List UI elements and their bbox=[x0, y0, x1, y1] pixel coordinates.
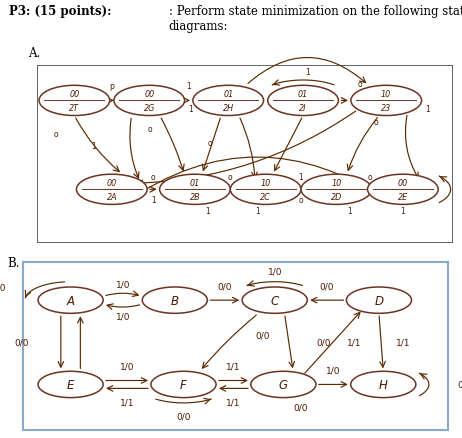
Circle shape bbox=[242, 287, 307, 314]
Text: 0/0: 0/0 bbox=[0, 283, 6, 292]
Text: 1/1: 1/1 bbox=[226, 398, 241, 407]
Text: 1/0: 1/0 bbox=[116, 280, 130, 289]
Text: 1/0: 1/0 bbox=[326, 366, 340, 375]
Text: 2E: 2E bbox=[398, 193, 408, 201]
Circle shape bbox=[346, 287, 412, 314]
Text: 1: 1 bbox=[186, 82, 191, 91]
Text: 23: 23 bbox=[381, 104, 391, 113]
Text: H: H bbox=[379, 378, 388, 391]
Text: E: E bbox=[67, 378, 74, 391]
Text: A.: A. bbox=[28, 47, 40, 60]
Circle shape bbox=[114, 86, 185, 116]
Text: 0/0: 0/0 bbox=[316, 338, 331, 347]
Text: 1/0: 1/0 bbox=[267, 267, 282, 276]
Text: 1: 1 bbox=[401, 207, 405, 216]
Text: 2A: 2A bbox=[107, 193, 117, 201]
Text: A: A bbox=[67, 294, 74, 307]
Text: 1: 1 bbox=[347, 207, 352, 216]
Text: 00: 00 bbox=[144, 89, 154, 99]
Text: o: o bbox=[374, 118, 378, 127]
Text: F: F bbox=[180, 378, 187, 391]
Text: 0/0: 0/0 bbox=[457, 380, 462, 389]
Text: 0/0: 0/0 bbox=[293, 403, 308, 412]
Text: 2G: 2G bbox=[144, 104, 155, 113]
Text: o: o bbox=[207, 138, 212, 148]
Text: 2B: 2B bbox=[190, 193, 200, 201]
Text: 1/1: 1/1 bbox=[347, 338, 362, 347]
Text: 01: 01 bbox=[223, 89, 233, 99]
Text: 0/0: 0/0 bbox=[320, 282, 334, 291]
Circle shape bbox=[160, 175, 231, 205]
Text: 1: 1 bbox=[255, 207, 260, 216]
Circle shape bbox=[142, 287, 207, 314]
Text: 10: 10 bbox=[381, 89, 391, 99]
Circle shape bbox=[351, 86, 421, 116]
Circle shape bbox=[38, 287, 103, 314]
Circle shape bbox=[193, 86, 263, 116]
Text: 0/0: 0/0 bbox=[176, 412, 191, 420]
Text: o: o bbox=[357, 80, 362, 89]
Text: o: o bbox=[228, 173, 233, 182]
Text: B.: B. bbox=[7, 256, 19, 269]
Text: D: D bbox=[374, 294, 383, 307]
Text: 1/0: 1/0 bbox=[116, 312, 130, 321]
Text: 0/0: 0/0 bbox=[218, 282, 232, 291]
Text: 01: 01 bbox=[190, 178, 200, 187]
Text: 10: 10 bbox=[261, 178, 271, 187]
Circle shape bbox=[351, 371, 416, 398]
Text: G: G bbox=[279, 378, 288, 391]
Text: 1/1: 1/1 bbox=[120, 398, 134, 407]
Text: 0/0: 0/0 bbox=[14, 338, 29, 347]
Circle shape bbox=[367, 175, 438, 205]
Text: o: o bbox=[151, 173, 156, 182]
Text: 1/0: 1/0 bbox=[120, 362, 134, 371]
Circle shape bbox=[151, 371, 216, 398]
Text: 2H: 2H bbox=[223, 104, 234, 113]
Text: 1: 1 bbox=[91, 142, 96, 151]
Text: o: o bbox=[367, 173, 372, 182]
Text: C: C bbox=[271, 294, 279, 307]
Text: 1: 1 bbox=[425, 105, 430, 114]
Circle shape bbox=[77, 175, 147, 205]
Text: 1: 1 bbox=[305, 67, 310, 76]
Text: 0/0: 0/0 bbox=[255, 330, 270, 339]
Text: 00: 00 bbox=[107, 178, 117, 187]
Text: 2D: 2D bbox=[331, 193, 342, 201]
Text: : Perform state minimization on the following state
diagrams:: : Perform state minimization on the foll… bbox=[169, 5, 462, 33]
Text: o: o bbox=[54, 130, 58, 139]
Text: B: B bbox=[171, 294, 179, 307]
Text: 00: 00 bbox=[398, 178, 408, 187]
Text: 1: 1 bbox=[298, 173, 304, 182]
Circle shape bbox=[268, 86, 338, 116]
Text: 1: 1 bbox=[188, 105, 193, 114]
Text: 1/1: 1/1 bbox=[226, 362, 241, 371]
FancyBboxPatch shape bbox=[37, 66, 453, 243]
FancyBboxPatch shape bbox=[23, 262, 449, 430]
Text: o: o bbox=[298, 195, 304, 204]
Circle shape bbox=[38, 371, 103, 398]
Text: 1: 1 bbox=[151, 195, 156, 204]
Circle shape bbox=[251, 371, 316, 398]
Text: 2I: 2I bbox=[299, 104, 307, 113]
Circle shape bbox=[39, 86, 110, 116]
Text: P3: (15 points):: P3: (15 points): bbox=[9, 5, 112, 18]
Text: 1/1: 1/1 bbox=[395, 338, 410, 347]
Text: p: p bbox=[109, 82, 114, 91]
Circle shape bbox=[231, 175, 301, 205]
Text: 2T: 2T bbox=[69, 104, 79, 113]
Circle shape bbox=[301, 175, 371, 205]
Text: 00: 00 bbox=[69, 89, 79, 99]
Text: 01: 01 bbox=[298, 89, 308, 99]
Text: 2C: 2C bbox=[260, 193, 271, 201]
Text: o: o bbox=[147, 124, 152, 133]
Text: 1: 1 bbox=[206, 207, 210, 216]
Text: 10: 10 bbox=[331, 178, 341, 187]
